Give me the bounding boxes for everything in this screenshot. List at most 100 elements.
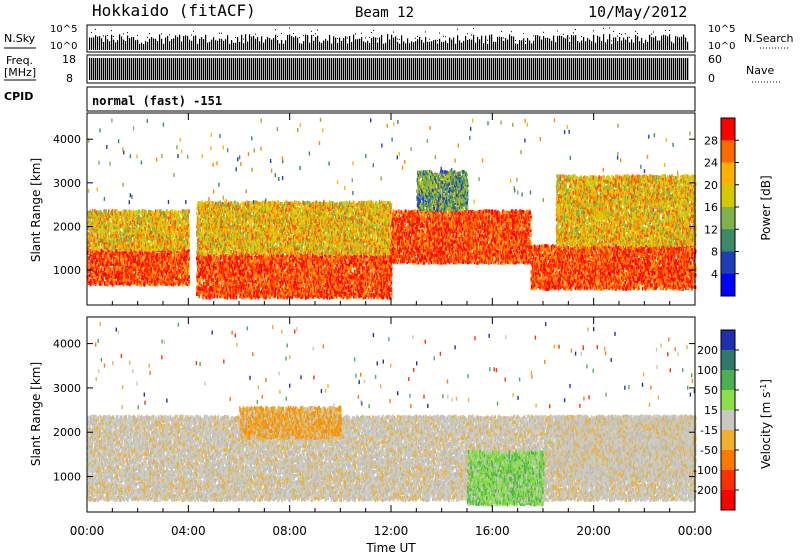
- range-cell: [100, 210, 102, 214]
- nsky-bar: [281, 40, 282, 50]
- nsky-bar: [295, 36, 296, 50]
- freq-bar: [95, 58, 96, 80]
- freq-bar: [495, 58, 496, 80]
- freq-bar: [657, 58, 658, 80]
- freq-bar: [677, 58, 678, 80]
- freq-bar: [331, 58, 332, 80]
- nsky-bar: [147, 42, 148, 50]
- freq-bar: [521, 58, 522, 80]
- freq-bar: [251, 58, 252, 80]
- nsky-bar: [173, 38, 174, 50]
- freq-bar: [209, 58, 210, 80]
- freq-bar: [471, 58, 472, 80]
- nsearch-point: [511, 31, 512, 32]
- cpid-label: CPID: [4, 90, 33, 103]
- range-cell: [131, 260, 133, 264]
- nsearch-point: [473, 28, 474, 29]
- range-cell: [178, 210, 180, 214]
- freq-bar: [289, 58, 290, 80]
- range-cell: [109, 240, 111, 244]
- freq-bar: [361, 58, 362, 80]
- freq-bar: [415, 58, 416, 80]
- nsky-bar: [125, 41, 126, 50]
- freq-bar: [355, 58, 356, 80]
- nsearch-point: [621, 34, 622, 35]
- freq-bar: [621, 58, 622, 80]
- nsearch-point: [415, 38, 416, 39]
- freq-bar: [363, 58, 364, 80]
- freq-bar: [427, 58, 428, 80]
- nsky-bar: [625, 40, 626, 50]
- nsky-bar: [261, 36, 262, 50]
- freq-bar: [159, 58, 160, 80]
- nsky-bar: [491, 34, 492, 50]
- nsky-bar: [345, 36, 346, 50]
- nsky-bar: [329, 35, 330, 50]
- range-cell: [102, 255, 104, 259]
- freq-bar: [369, 58, 370, 80]
- range-cell: [178, 264, 180, 268]
- freq-bar: [277, 58, 278, 80]
- freq-bar: [635, 58, 636, 80]
- range-cell: [175, 220, 177, 224]
- nsky-bar: [651, 37, 652, 50]
- freq-bar: [431, 58, 432, 80]
- freq-bar: [287, 58, 288, 80]
- freq-bar: [439, 58, 440, 80]
- freq-bar: [473, 58, 474, 80]
- nsearch-point: [107, 35, 108, 36]
- nsky-bar: [237, 37, 238, 50]
- nsky-bar: [617, 41, 618, 50]
- nsky-bar: [627, 37, 628, 50]
- nsky-bar: [107, 39, 108, 50]
- freq-bar: [499, 58, 500, 80]
- nsky-bar: [683, 35, 684, 50]
- nsearch-point: [437, 40, 438, 41]
- nsky-bar: [347, 44, 348, 50]
- freq-bar: [513, 58, 514, 80]
- nsky-bar: [185, 35, 186, 50]
- nsearch-point: [243, 39, 244, 40]
- nsearch-point: [573, 32, 574, 33]
- nsky-bar: [469, 39, 470, 50]
- nsky-bar: [241, 35, 242, 50]
- nsky-bar: [419, 37, 420, 50]
- nsky-bar: [371, 38, 372, 50]
- freq-unit-label: [MHz]: [4, 66, 36, 79]
- freq-bar: [631, 58, 632, 80]
- range-cell: [96, 240, 98, 244]
- freq-bar: [319, 58, 320, 80]
- nsky-bar: [101, 38, 102, 50]
- range-cell: [102, 225, 104, 229]
- nsky-bar: [209, 42, 210, 50]
- nsky-bar: [177, 37, 178, 50]
- range-cell: [167, 244, 169, 248]
- freq-bar: [479, 58, 480, 80]
- range-cell: [138, 248, 140, 252]
- freq-bar: [213, 58, 214, 80]
- freq-bar: [683, 58, 684, 80]
- freq-bar: [619, 58, 620, 80]
- nsky-bar: [317, 36, 318, 50]
- nsearch-point: [625, 33, 626, 34]
- freq-bar: [371, 58, 372, 80]
- freq-bar: [465, 58, 466, 80]
- freq-bar: [127, 58, 128, 80]
- nsky-bar: [267, 37, 268, 50]
- range-cell: [175, 267, 177, 271]
- freq-bar: [343, 58, 344, 80]
- nsky-bar: [431, 41, 432, 50]
- range-cell: [115, 226, 117, 230]
- freq-bar: [503, 58, 504, 80]
- nsky-bar: [379, 37, 380, 50]
- freq-bar: [337, 58, 338, 80]
- nsky-bar: [611, 44, 612, 50]
- range-cell: [90, 273, 92, 277]
- nsky-bar: [437, 44, 438, 50]
- nsky-bar: [579, 42, 580, 50]
- nsky-bar: [641, 38, 642, 50]
- nsky-bar: [159, 34, 160, 50]
- nsky-bar: [457, 35, 458, 50]
- nsky-bar: [531, 43, 532, 50]
- range-cell: [100, 281, 102, 285]
